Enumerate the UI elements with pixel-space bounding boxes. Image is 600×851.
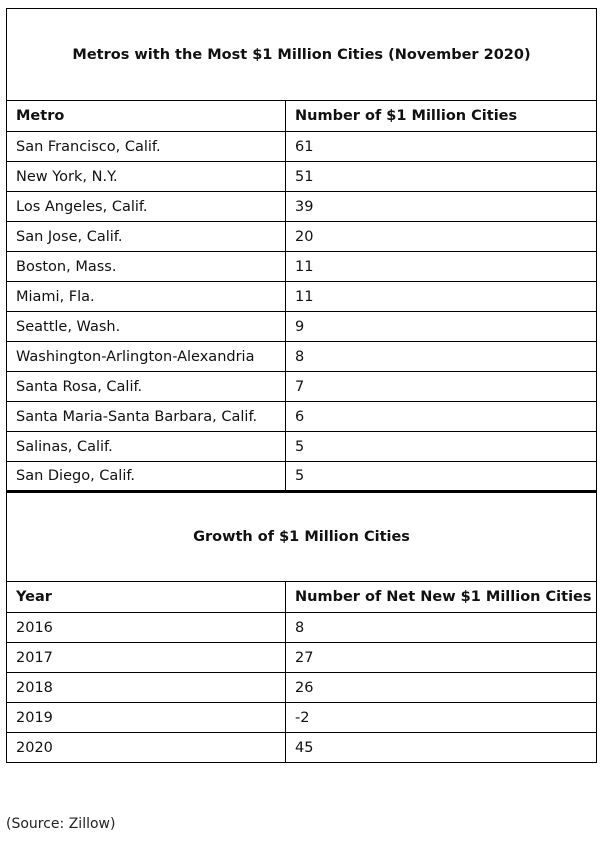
metro-count-cell: 61	[284, 131, 598, 162]
metro-count-cell: 7	[284, 371, 598, 402]
metro-name-cell: Los Angeles, Calif.	[6, 191, 286, 222]
year-row: 2016 8	[6, 612, 598, 643]
metro-name-cell: Seattle, Wash.	[6, 311, 286, 342]
metro-name-cell: San Diego, Calif.	[6, 461, 286, 492]
metro-row: Salinas, Calif. 5	[6, 431, 598, 462]
source-note: (Source: Zillow)	[6, 816, 116, 832]
metro-row: New York, N.Y. 51	[6, 161, 598, 192]
metro-name-cell: San Francisco, Calif.	[6, 131, 286, 162]
net-new-count-cell: 45	[284, 732, 598, 763]
metro-name-cell: Boston, Mass.	[6, 251, 286, 282]
metro-count-cell: 11	[284, 281, 598, 312]
net-new-count-cell: 26	[284, 672, 598, 703]
year-row: 2018 26	[6, 672, 598, 703]
metro-name-cell: Miami, Fla.	[6, 281, 286, 312]
metro-row: San Francisco, Calif. 61	[6, 131, 598, 162]
metro-row: Washington-Arlington-Alexandria 8	[6, 341, 598, 372]
metro-row: Santa Rosa, Calif. 7	[6, 371, 598, 402]
metro-row: Miami, Fla. 11	[6, 281, 598, 312]
metros-table-title: Metros with the Most $1 Million Cities (…	[5, 8, 598, 101]
net-new-count-cell: 27	[284, 642, 598, 673]
metro-name-cell: Washington-Arlington-Alexandria	[6, 341, 286, 372]
year-cell: 2020	[6, 732, 286, 763]
metro-row: Santa Maria-Santa Barbara, Calif. 6	[6, 401, 598, 432]
metro-name-cell: New York, N.Y.	[6, 161, 286, 192]
metro-count-cell: 6	[284, 401, 598, 432]
metro-row: Boston, Mass. 11	[6, 251, 598, 282]
metro-name-cell: San Jose, Calif.	[6, 221, 286, 252]
year-cell: 2019	[6, 702, 286, 733]
net-new-count-cell: -2	[284, 702, 598, 733]
metro-name-cell: Santa Rosa, Calif.	[6, 371, 286, 402]
year-cell: 2017	[6, 642, 286, 673]
count-column-header: Number of $1 Million Cities	[284, 100, 598, 132]
year-row: 2017 27	[6, 642, 598, 673]
metro-count-cell: 5	[284, 431, 598, 462]
net-new-column-header: Number of Net New $1 Million Cities	[284, 581, 598, 613]
metro-row: San Diego, Calif. 5	[6, 461, 598, 492]
metro-count-cell: 5	[284, 461, 598, 492]
metro-name-cell: Salinas, Calif.	[6, 431, 286, 462]
year-column-header: Year	[6, 581, 286, 613]
metro-count-cell: 8	[284, 341, 598, 372]
metro-row: San Jose, Calif. 20	[6, 221, 598, 252]
metro-name-cell: Santa Maria-Santa Barbara, Calif.	[6, 401, 286, 432]
growth-table-title: Growth of $1 Million Cities	[5, 490, 598, 582]
metro-count-cell: 20	[284, 221, 598, 252]
metro-column-header: Metro	[6, 100, 286, 132]
year-row: 2019 -2	[6, 702, 598, 733]
metro-count-cell: 51	[284, 161, 598, 192]
net-new-count-cell: 8	[284, 612, 598, 643]
year-cell: 2018	[6, 672, 286, 703]
metro-count-cell: 9	[284, 311, 598, 342]
million-cities-table: Metros with the Most $1 Million Cities (…	[5, 8, 598, 763]
metro-count-cell: 11	[284, 251, 598, 282]
metro-row: Seattle, Wash. 9	[6, 311, 598, 342]
year-cell: 2016	[6, 612, 286, 643]
metro-row: Los Angeles, Calif. 39	[6, 191, 598, 222]
year-row: 2020 45	[6, 732, 598, 763]
metro-count-cell: 39	[284, 191, 598, 222]
tables-container: Metros with the Most $1 Million Cities (…	[5, 8, 598, 763]
